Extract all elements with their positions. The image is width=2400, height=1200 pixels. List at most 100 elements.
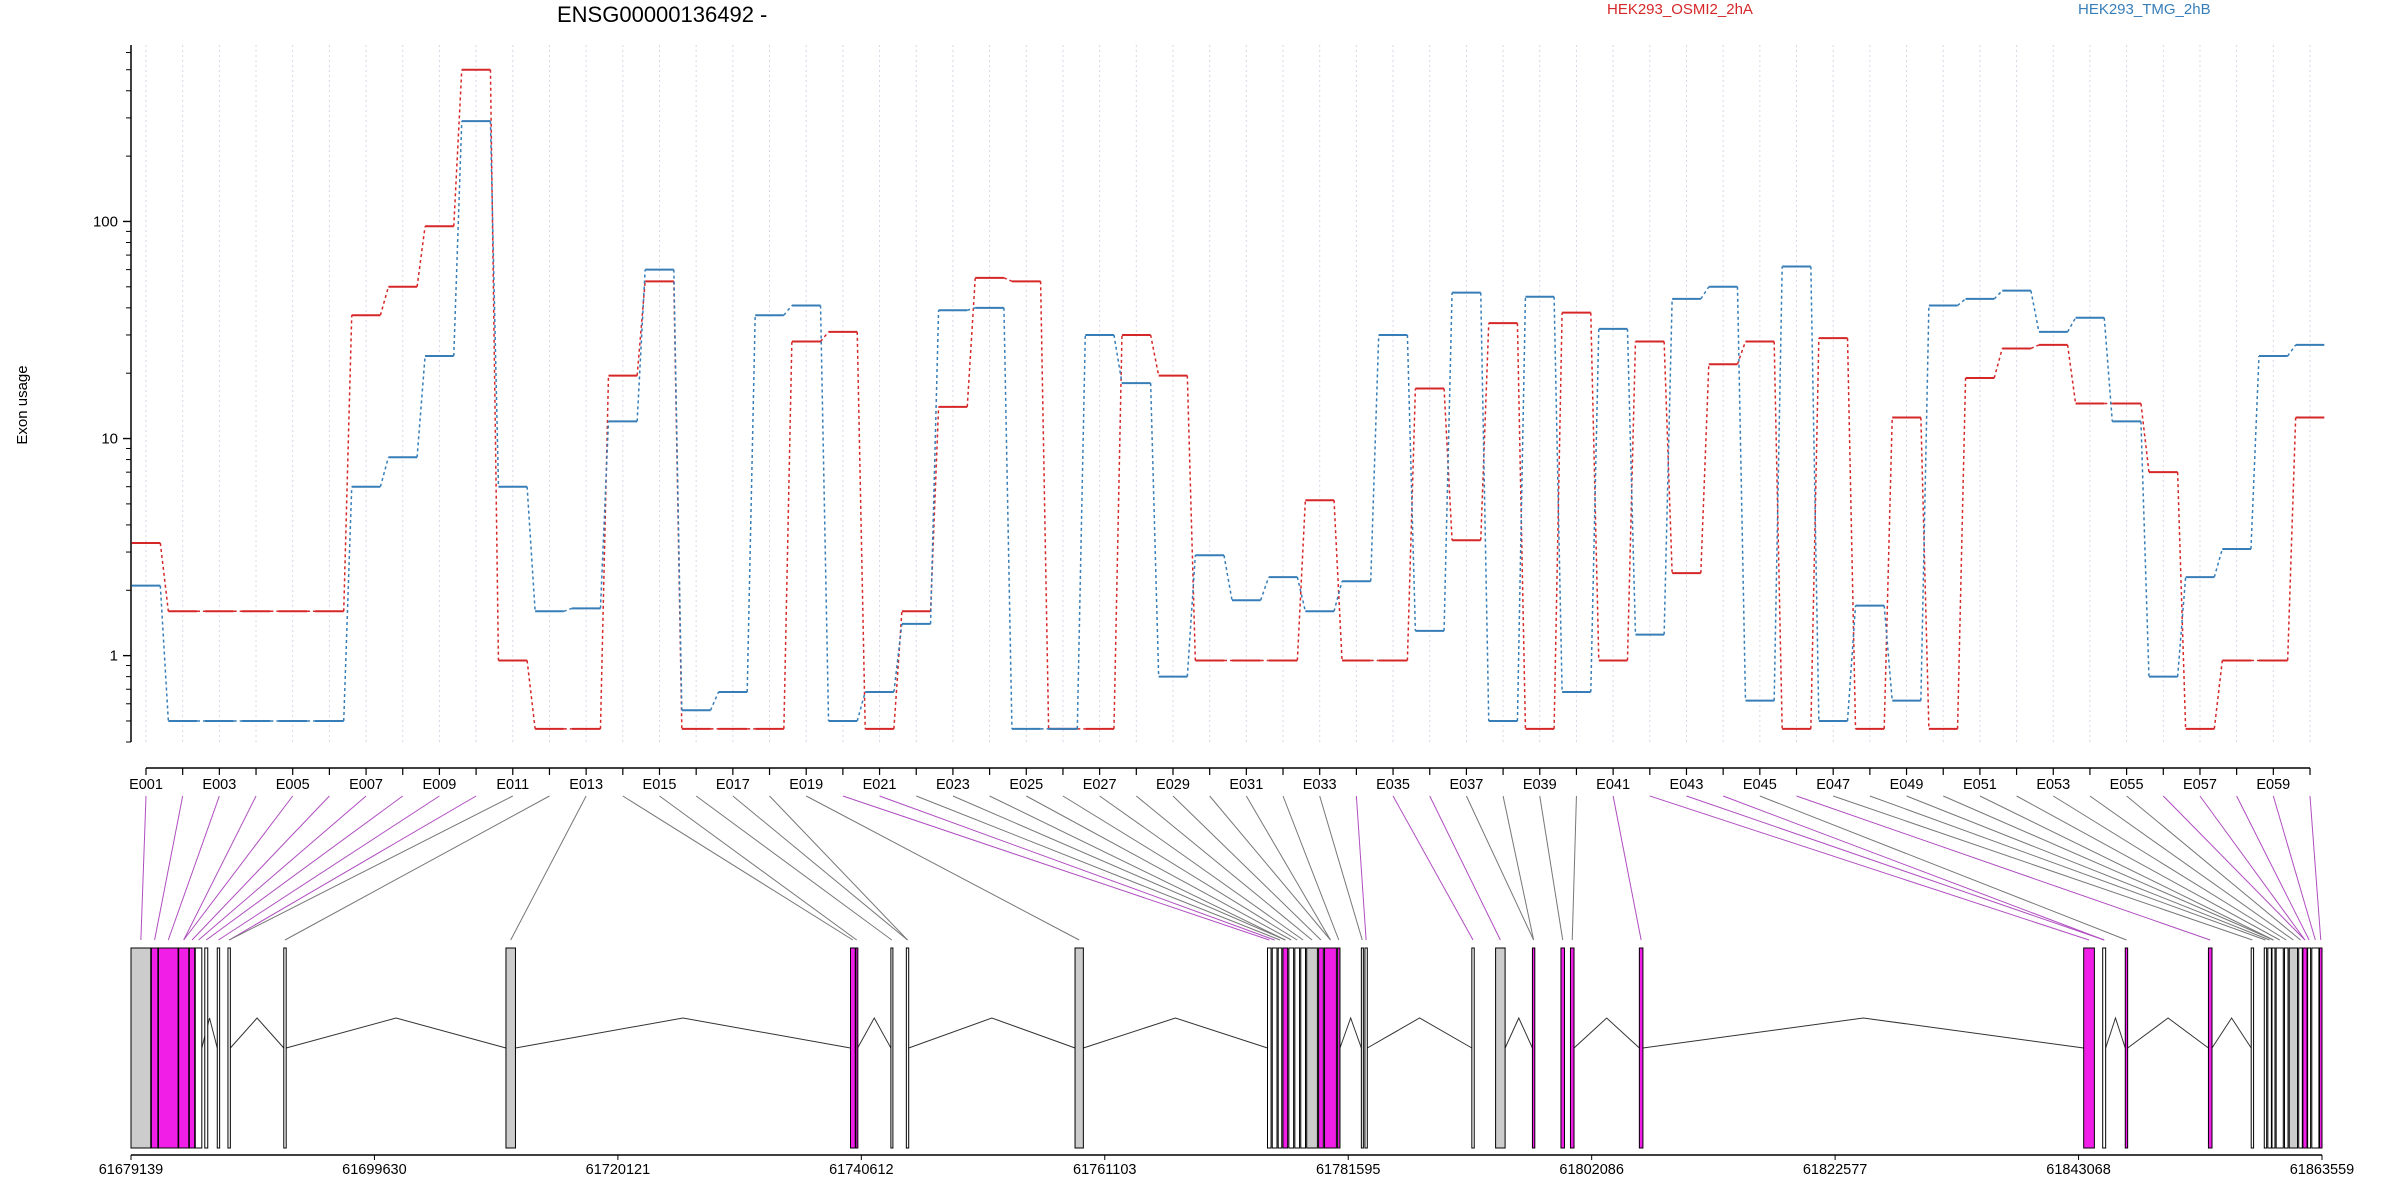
connector-E008 bbox=[416, 226, 426, 287]
connector-E047 bbox=[1846, 338, 1857, 729]
connector-E051 bbox=[1993, 290, 2003, 300]
connector-E018 bbox=[783, 305, 793, 316]
exon-connector-E018 bbox=[769, 795, 908, 941]
exon-label-E017: E017 bbox=[716, 777, 750, 793]
connector-E017 bbox=[746, 315, 756, 692]
connector-E014 bbox=[636, 281, 646, 376]
connector-E049 bbox=[1920, 417, 1930, 729]
exon-connector-E036 bbox=[1429, 795, 1501, 941]
intron-line bbox=[201, 1017, 218, 1049]
genomic-tick-label: 61699630 bbox=[342, 1162, 407, 1178]
connector-E040 bbox=[1590, 328, 1600, 692]
connector-E036 bbox=[1443, 292, 1453, 631]
connector-E048 bbox=[1883, 605, 1893, 701]
exon-label-E035: E035 bbox=[1376, 777, 1410, 793]
connector-E031 bbox=[1259, 576, 1270, 601]
exon-connector-E043 bbox=[1686, 795, 2105, 941]
series-HEK293_OSMI2_2hA bbox=[131, 68, 2325, 730]
connector-E029 bbox=[1186, 375, 1197, 661]
connector-E054 bbox=[2103, 317, 2114, 422]
exon-label-E003: E003 bbox=[202, 777, 236, 793]
exon-connector-E045 bbox=[1759, 795, 2127, 941]
exon-label-E037: E037 bbox=[1449, 777, 1483, 793]
connector-E015 bbox=[673, 269, 683, 711]
intron-line bbox=[2105, 1016, 2126, 1049]
connector-E038 bbox=[1516, 296, 1527, 721]
connector-E028 bbox=[1149, 334, 1160, 376]
genomic-tick-label: 61863559 bbox=[2290, 1162, 2355, 1178]
exon-connector-E040 bbox=[1571, 795, 1577, 941]
intron-line bbox=[908, 1017, 1076, 1049]
gene-exon-1 bbox=[130, 947, 152, 1149]
y-axis-label: Exon usage bbox=[14, 365, 31, 444]
exon-connector-E042 bbox=[1649, 795, 2090, 941]
exon-connector-E046 bbox=[1796, 795, 2211, 941]
exon-connector-E044 bbox=[1722, 795, 2105, 941]
exon-connector-E020 bbox=[842, 795, 1270, 941]
gene-exon-13 bbox=[855, 947, 859, 1149]
connector-E006 bbox=[342, 315, 353, 612]
connector-E006 bbox=[342, 486, 353, 721]
intron-line bbox=[1367, 1017, 1473, 1049]
intron-line bbox=[2211, 1017, 2252, 1049]
connector-E018 bbox=[783, 341, 793, 729]
connector-E053 bbox=[2066, 317, 2077, 333]
exon-connector-E041 bbox=[1612, 795, 1642, 941]
exon-connector-E003 bbox=[167, 795, 220, 941]
gene-exon-47 bbox=[2298, 947, 2303, 1149]
connector-E053 bbox=[2066, 344, 2077, 404]
gene-exon-37 bbox=[2102, 947, 2107, 1149]
connector-E037 bbox=[1479, 292, 1490, 721]
connector-E043 bbox=[1700, 286, 1710, 300]
gene-exon-2 bbox=[150, 947, 159, 1149]
connector-E045 bbox=[1773, 266, 1783, 701]
intron-line bbox=[1504, 1016, 1533, 1049]
gene-exon-51 bbox=[2319, 947, 2323, 1149]
chart-title: ENSG00000136492 - bbox=[557, 2, 767, 27]
connector-E009 bbox=[453, 121, 463, 357]
gene-exon-3 bbox=[157, 947, 179, 1149]
intron-line bbox=[1083, 1017, 1268, 1049]
exon-connector-E038 bbox=[1502, 795, 1535, 941]
exon-connector-E048 bbox=[1869, 795, 2266, 941]
exon-connector-E021 bbox=[879, 795, 1275, 941]
connector-E022 bbox=[929, 406, 940, 612]
exon-connector-E016 bbox=[695, 795, 893, 941]
connector-E026 bbox=[1076, 334, 1087, 729]
gene-exon-36 bbox=[2083, 947, 2095, 1149]
gene-exon-26 bbox=[1324, 947, 1337, 1149]
connector-E027 bbox=[1113, 334, 1123, 384]
gene-exon-27 bbox=[1337, 947, 1341, 1149]
exon-label-E047: E047 bbox=[1816, 777, 1850, 793]
connector-E056 bbox=[2176, 472, 2187, 729]
exon-connector-E054 bbox=[2089, 795, 2294, 941]
intron-line bbox=[286, 1017, 507, 1049]
genomic-tick-label: 61822577 bbox=[1803, 1162, 1868, 1178]
exon-label-E015: E015 bbox=[643, 777, 677, 793]
y-tick-label: 100 bbox=[93, 213, 118, 230]
connector-E036 bbox=[1443, 388, 1453, 541]
exon-label-E053: E053 bbox=[2036, 777, 2070, 793]
connector-E057 bbox=[2213, 660, 2224, 729]
exon-connector-E058 bbox=[2236, 795, 2310, 941]
exon-connector-E023 bbox=[952, 795, 1286, 941]
gene-exon-35 bbox=[1638, 947, 1644, 1149]
connector-E041 bbox=[1626, 328, 1637, 635]
exon-connector-E033 bbox=[1319, 795, 1363, 941]
gene-exon-44 bbox=[2275, 947, 2284, 1149]
exon-connector-E031 bbox=[1245, 795, 1331, 941]
connector-E059 bbox=[2287, 344, 2297, 357]
intron-line bbox=[515, 1017, 851, 1049]
gene-exon-40 bbox=[2250, 947, 2255, 1149]
exon-label-E019: E019 bbox=[789, 777, 823, 793]
exon-label-E051: E051 bbox=[1963, 777, 1997, 793]
gene-exon-17 bbox=[1266, 947, 1272, 1149]
gene-exon-10 bbox=[283, 947, 287, 1149]
connector-E030 bbox=[1223, 555, 1233, 601]
intron-line bbox=[857, 1016, 892, 1049]
connector-E020 bbox=[856, 331, 866, 729]
exon-connector-E009 bbox=[218, 795, 440, 941]
intron-line bbox=[1339, 1016, 1362, 1049]
connector-E033 bbox=[1333, 500, 1343, 661]
exon-connector-E032 bbox=[1282, 795, 1340, 941]
